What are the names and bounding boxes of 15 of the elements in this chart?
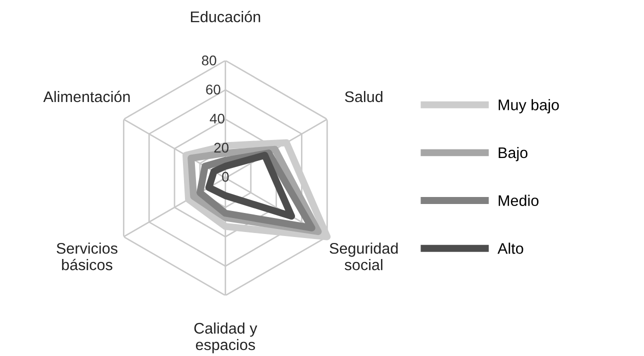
spoke-label: Educación xyxy=(190,10,260,22)
y-tick-label: 80 xyxy=(202,56,216,66)
legend-label: Muy bajo xyxy=(498,99,559,114)
spoke-label: Salud xyxy=(344,90,382,102)
y-tick-label: 60 xyxy=(206,84,220,94)
spoke-label: Alimentación xyxy=(43,90,130,102)
spoke-label: Servicios básicos xyxy=(56,242,118,270)
legend-label: Medio xyxy=(498,194,538,206)
y-tick-label: 40 xyxy=(210,114,224,124)
y-tick-label: 0 xyxy=(222,172,229,182)
spoke-label: Seguridad social xyxy=(330,242,398,270)
y-tick-label: 20 xyxy=(214,142,228,153)
legend-label: Bajo xyxy=(498,146,528,162)
spoke-label: Calidad y espacios xyxy=(194,322,258,354)
legend-label: Alto xyxy=(498,242,524,254)
